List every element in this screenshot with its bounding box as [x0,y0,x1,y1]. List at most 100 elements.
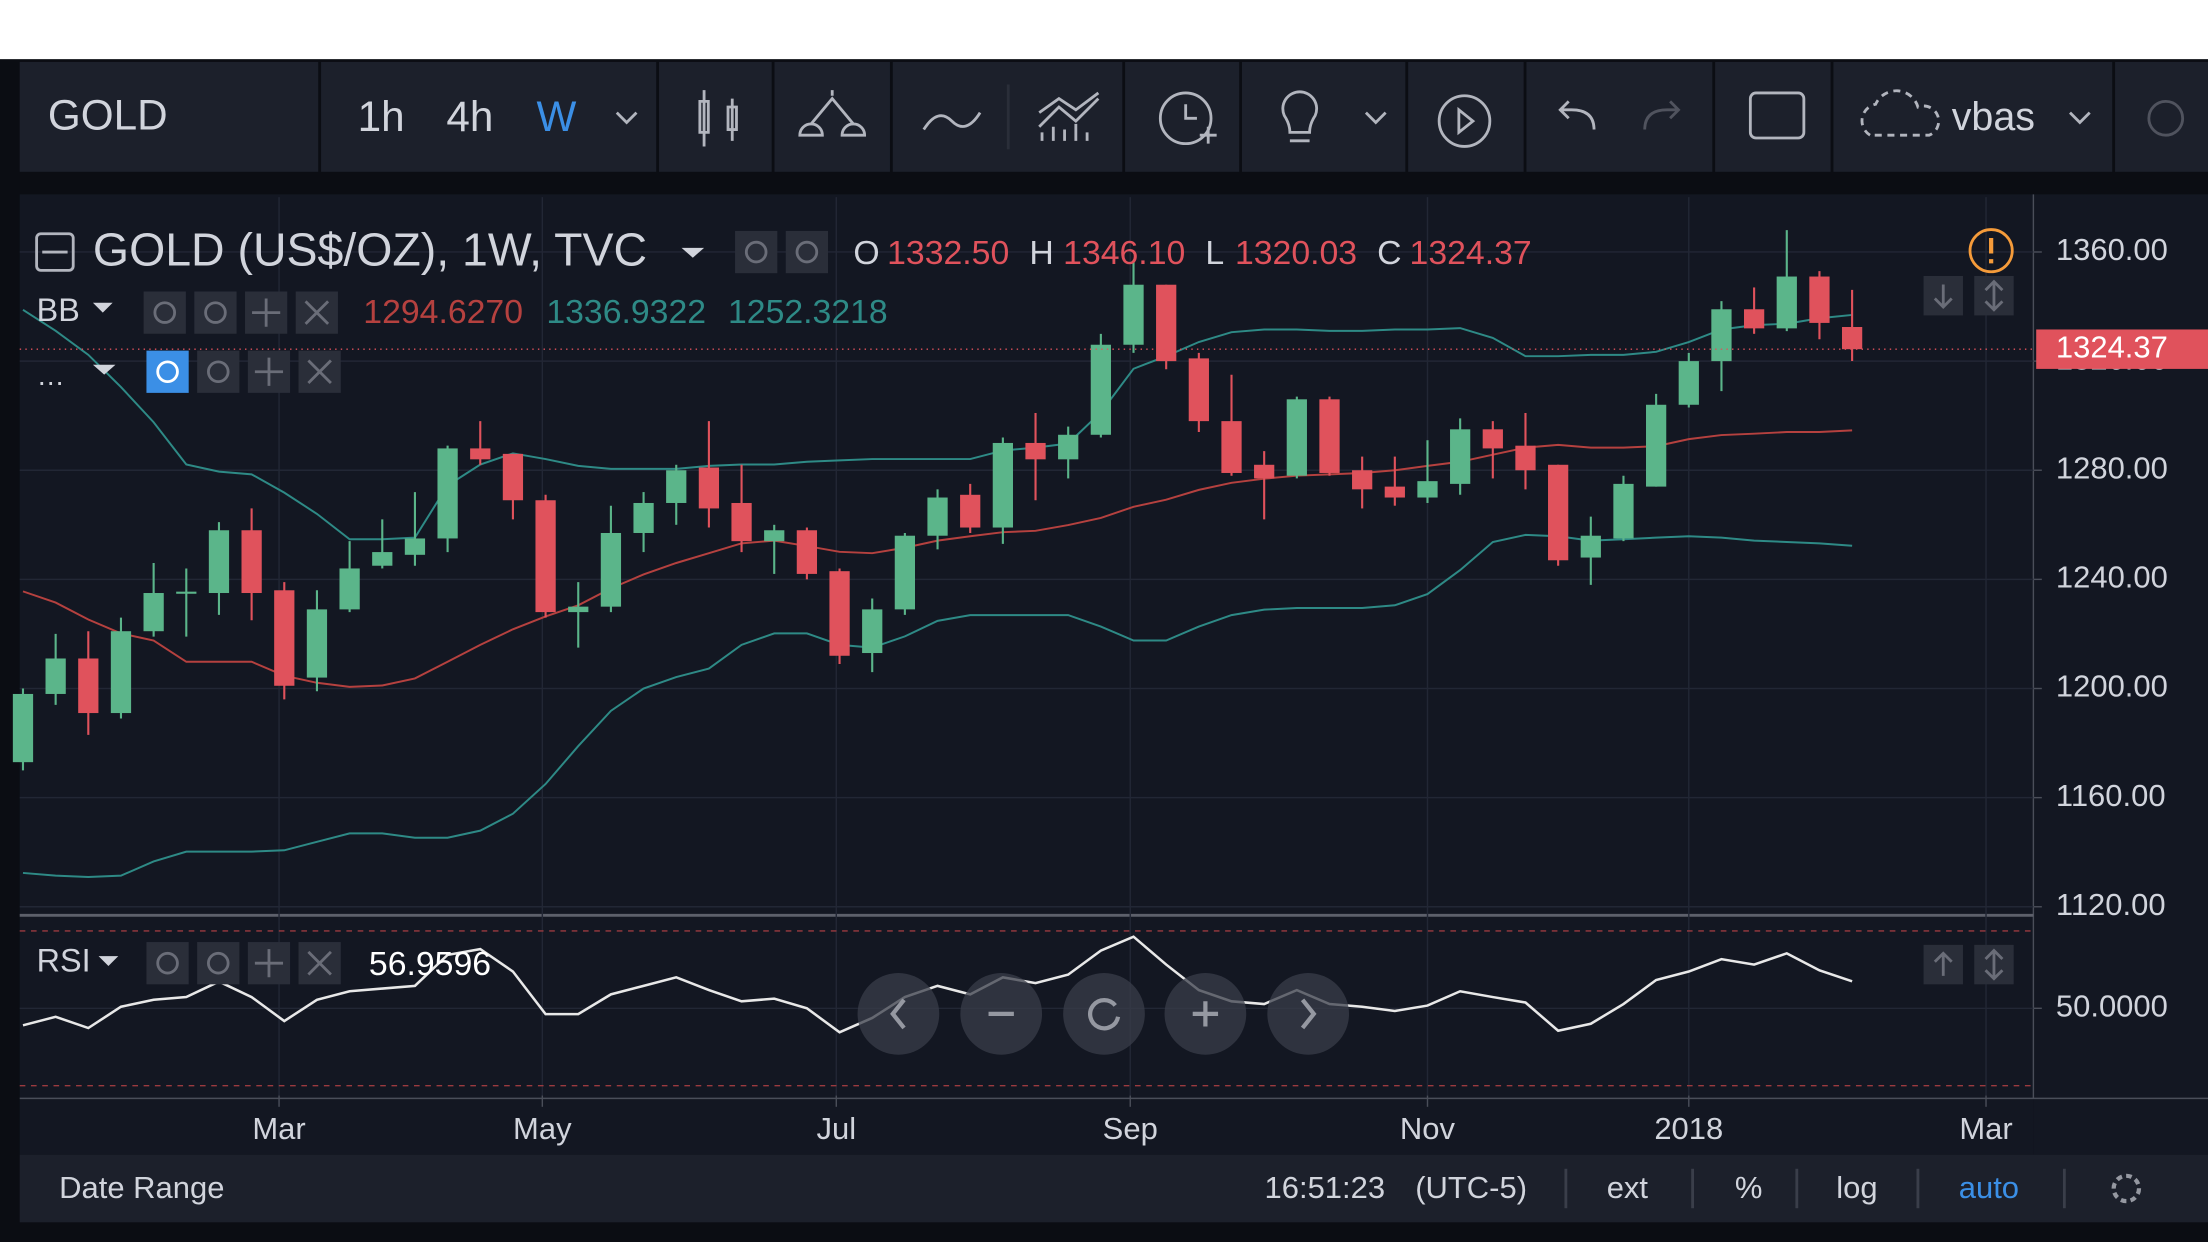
candle-body [1090,344,1111,435]
ext-toggle[interactable]: ext [1607,1170,1649,1205]
warning-icon[interactable] [1968,228,2014,274]
toolbar [19,61,2208,172]
compare-icon [798,90,867,137]
ohlc-value: 1324.37 [1410,234,1532,272]
reset[interactable] [1063,973,1145,1055]
settings-icon [2147,99,2185,137]
interval-group[interactable] [321,61,657,172]
log-toggle[interactable]: log [1836,1170,1877,1205]
scroll-left[interactable] [857,973,940,1055]
y-tick-label: 1360.00 [2056,232,2168,267]
x-tick-label: Nov [1400,1111,1456,1146]
eye-button-active[interactable] [146,350,189,393]
candle-body [306,609,328,678]
footer-separators [1564,1168,2066,1209]
chart-type-button[interactable] [659,61,772,172]
candle-body [78,658,99,714]
eye-button[interactable] [146,942,189,985]
candle-body [960,494,981,528]
dropdown-icon [1364,111,1387,125]
interval[interactable]: 1h [358,93,405,140]
candle-body [372,552,393,566]
candle-body [698,467,720,509]
candle-body [1613,483,1634,539]
settings-button[interactable] [2115,61,2208,172]
gear-button[interactable] [197,350,240,393]
candle-body [1188,358,1209,422]
undo-redo[interactable] [1526,61,1713,172]
toolbar-icons [615,84,2185,150]
status-bar [0,0,2208,60]
bb-value: 1336.9322 [546,293,706,331]
gear-glyph [204,301,227,324]
candles-icon [698,90,738,147]
timezone[interactable]: (UTC-5) [1415,1170,1527,1205]
zoom-controls [857,973,1350,1055]
candle-body [1025,442,1046,460]
layout-name: vbas [1952,95,2035,139]
collapse-icon[interactable] [35,232,75,272]
gear-glyph [207,360,230,384]
alert-button[interactable] [1125,61,1240,172]
bollinger-band [22,308,1853,541]
candle-body [1678,361,1699,405]
candle-body [633,502,654,533]
eye-button[interactable] [735,230,778,274]
bb-value: 1252.3218 [728,293,888,331]
symbol: GOLD [48,91,168,138]
auto-toggle[interactable]: auto [1959,1170,2019,1205]
candle-body [470,448,491,460]
fullscreen-button[interactable] [1715,61,1831,172]
eye-button[interactable] [143,291,186,334]
interval-active[interactable]: W [537,93,577,140]
last-price-tag [2036,329,2208,369]
eye-glyph [153,301,177,324]
ideas-button[interactable] [1242,61,1406,172]
date-range[interactable]: Date Range [59,1170,224,1205]
gear-glyph [207,951,230,975]
ohlc-value: 1320.03 [1235,234,1357,272]
candle-body [1319,399,1340,473]
candle-body [1548,464,1569,561]
ohlc-key: H [1029,234,1053,272]
candle-body [404,538,426,555]
candle-body [927,497,948,536]
candle-body [1156,284,1177,362]
idea-icon [1281,90,1319,143]
undo-icon [1558,100,1596,130]
footer-settings[interactable] [2111,1173,2142,1204]
gear-glyph [795,240,819,264]
compare-button[interactable] [774,61,890,172]
interval[interactable]: 4h [446,93,493,140]
candle-body [1743,309,1765,329]
bollinger-band [22,533,1853,879]
percent-toggle[interactable]: % [1735,1170,1763,1205]
candle-body [1417,481,1438,498]
x-tick-label: Sep [1103,1111,1158,1146]
gear-button[interactable] [785,230,828,274]
eye-glyph [156,360,179,384]
gear-button[interactable] [194,291,237,334]
legend-button-glyphs [153,240,2004,981]
ohlc-value: 1346.10 [1063,234,1185,272]
candle-body [241,530,262,594]
bb-label: BB [37,292,80,328]
candle-body [12,693,34,763]
clock: 16:51:23 [1265,1170,1386,1205]
y-tick-label: 1200.00 [2056,669,2168,704]
scroll-right[interactable] [1267,973,1350,1055]
candle-body [1809,276,1830,323]
plus-x-glyphs [254,357,332,386]
symbol-button[interactable] [19,61,319,172]
rsi-line [22,935,1853,1034]
layout-button[interactable] [1833,61,2113,172]
candle-body [731,502,752,542]
candle-body [600,532,622,607]
x-tick-label: Jul [816,1111,856,1146]
gear-button[interactable] [197,942,240,985]
eye-glyph [744,240,768,264]
y-tick-label: 50.0000 [2056,988,2168,1023]
title-dropdown[interactable] [681,247,705,258]
candle-body [568,606,589,613]
